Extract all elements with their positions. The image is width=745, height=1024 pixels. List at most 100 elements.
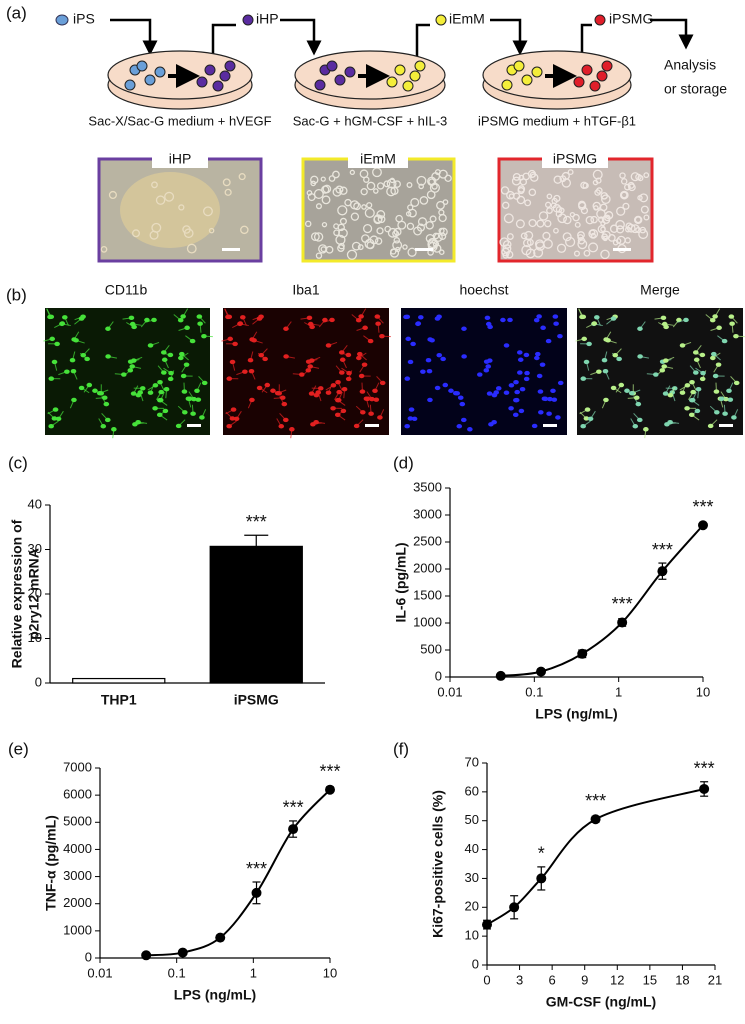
nucleus <box>434 316 441 321</box>
cell <box>513 60 525 72</box>
nucleus <box>54 341 60 347</box>
nucleus <box>693 370 699 375</box>
cell <box>389 177 396 184</box>
nucleus <box>540 325 546 330</box>
cell <box>406 222 415 231</box>
nucleus <box>105 354 111 359</box>
medium-label: Sac-X/Sac-G medium + hVEGF <box>88 113 271 128</box>
cell <box>204 64 216 76</box>
cell <box>377 215 386 224</box>
nucleus <box>184 325 190 330</box>
nucleus <box>460 417 467 423</box>
nucleus <box>325 390 332 395</box>
cell <box>321 185 330 194</box>
cell <box>536 219 545 228</box>
cell <box>386 76 398 88</box>
channel-label: Merge <box>640 282 680 298</box>
nucleus <box>232 341 238 347</box>
nucleus <box>683 317 689 323</box>
significance: *** <box>694 759 715 779</box>
significance: *** <box>585 791 606 811</box>
cell-label: iPSMG <box>609 11 653 27</box>
panel-label: (b) <box>6 285 27 304</box>
cell <box>517 187 525 195</box>
nucleus <box>336 389 342 395</box>
nucleus <box>512 412 519 418</box>
nucleus <box>514 389 520 395</box>
nucleus <box>712 314 718 319</box>
cell <box>501 247 510 257</box>
cell <box>635 173 642 181</box>
nucleus <box>226 376 233 381</box>
nucleus <box>229 416 236 421</box>
nucleus <box>538 410 544 415</box>
nucleus <box>180 314 186 319</box>
label-tab <box>348 152 408 168</box>
nucleus <box>583 359 590 365</box>
nucleus <box>96 390 103 396</box>
y-tick-label: 10 <box>465 928 479 943</box>
nucleus <box>152 383 159 388</box>
nucleus <box>161 370 167 375</box>
nucleus <box>64 369 70 374</box>
nucleus <box>306 315 313 321</box>
cell <box>155 195 166 205</box>
nucleus <box>411 416 418 421</box>
nucleus <box>367 338 374 344</box>
nucleus <box>476 372 483 377</box>
cell <box>402 244 408 250</box>
nucleus <box>183 362 190 367</box>
scale-bar <box>613 248 631 251</box>
cell <box>622 202 630 210</box>
cell <box>515 219 525 229</box>
nucleus <box>537 389 544 394</box>
nucleus <box>156 412 163 418</box>
x-tick-label: 18 <box>675 972 689 987</box>
cell <box>557 213 568 224</box>
nucleus <box>71 337 77 342</box>
nucleus <box>718 396 725 402</box>
cell <box>144 74 156 86</box>
nucleus <box>182 410 188 415</box>
nucleus <box>249 397 255 403</box>
point <box>141 950 152 961</box>
cell <box>572 213 580 222</box>
cell <box>314 79 326 91</box>
nucleus <box>132 422 138 427</box>
x-tick-label: 0.1 <box>168 965 186 980</box>
nucleus <box>105 326 111 331</box>
nucleus <box>410 341 416 347</box>
cell <box>409 70 421 82</box>
flow-arrows <box>110 18 694 62</box>
nucleus <box>55 416 62 421</box>
y-tick-label: 4000 <box>63 841 92 856</box>
nucleus <box>420 369 426 374</box>
x-tick-label: 10 <box>323 965 337 980</box>
nucleus <box>258 352 265 358</box>
cell <box>426 190 436 200</box>
nucleus <box>436 352 443 358</box>
nucleus <box>298 372 305 377</box>
nucleus <box>459 401 466 407</box>
cell <box>373 188 379 194</box>
cell <box>318 244 328 254</box>
y-axis-label: Ki67-positive cells (%) <box>430 790 446 938</box>
nucleus <box>339 370 345 375</box>
nucleus <box>147 343 154 348</box>
nucleus <box>694 408 701 414</box>
cell <box>553 227 559 234</box>
cell <box>556 243 567 253</box>
cell <box>419 196 429 205</box>
cell <box>538 211 549 221</box>
nucleus <box>309 324 315 330</box>
nucleus <box>523 352 530 358</box>
nucleus <box>533 318 540 323</box>
cell <box>635 227 642 234</box>
cell <box>332 170 340 179</box>
nucleus <box>283 326 289 331</box>
nucleus <box>684 383 691 388</box>
nucleus <box>722 411 728 416</box>
nucleus <box>51 359 58 365</box>
nucleus <box>610 385 617 391</box>
